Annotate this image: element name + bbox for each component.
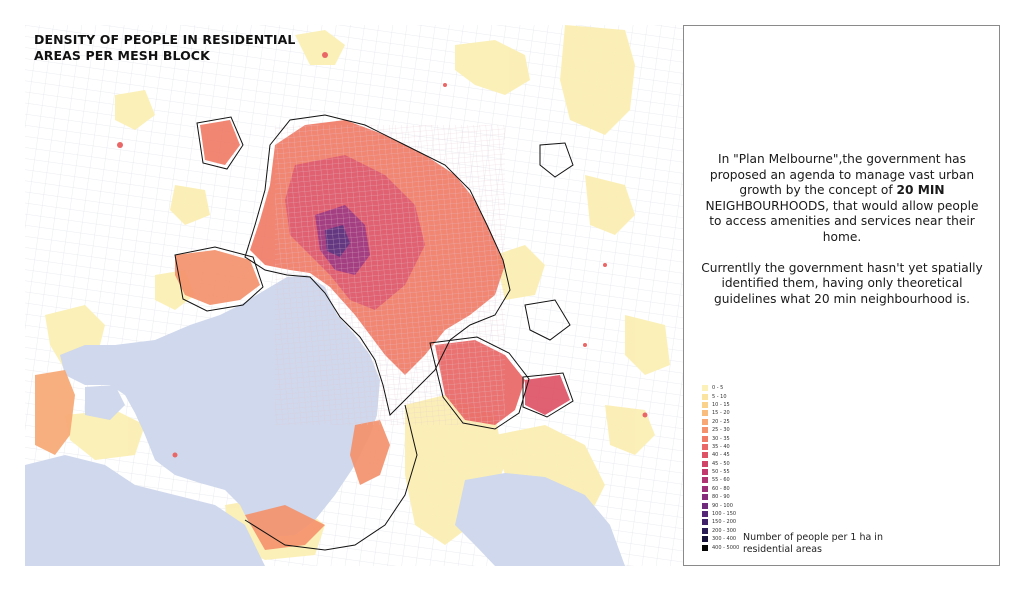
legend-item: 35 - 40	[702, 443, 739, 451]
description-text-1b: NEIGHBOURHOODS, that would allow people …	[705, 198, 979, 244]
legend-label: 100 - 150	[712, 511, 737, 518]
legend-item: 15 - 20	[702, 409, 739, 417]
legend-swatch	[702, 460, 708, 467]
legend-swatch	[702, 469, 708, 476]
legend-swatch	[702, 435, 708, 442]
legend-swatch	[702, 502, 708, 509]
legend-label: 200 - 300	[712, 527, 737, 534]
legend-label: 90 - 100	[712, 502, 733, 509]
legend-item: 100 - 150	[702, 510, 739, 518]
legend-item: 0 - 5	[702, 384, 739, 392]
legend-item: 90 - 100	[702, 501, 739, 509]
legend-label: 20 - 25	[712, 418, 730, 425]
legend-item: 60 - 80	[702, 485, 739, 493]
legend-label: 50 - 55	[712, 469, 730, 476]
legend-label: 400 - 5000	[712, 544, 740, 551]
legend-swatch	[702, 527, 708, 534]
legend-item: 25 - 30	[702, 426, 739, 434]
outer-settlements	[117, 52, 648, 458]
description-paragraph-1: In "Plan Melbourne",the government has p…	[700, 152, 984, 246]
urban-growth-boundary	[174, 114, 574, 551]
legend-label: 15 - 20	[712, 410, 730, 417]
legend-item: 40 - 45	[702, 451, 739, 459]
western-bay	[25, 455, 265, 566]
legend-label: 45 - 50	[712, 460, 730, 467]
legend-swatch	[702, 401, 708, 408]
urban-density	[35, 120, 570, 550]
legend-item: 45 - 50	[702, 460, 739, 468]
legend-label: 5 - 10	[712, 393, 727, 400]
legend-item: 400 - 5000	[702, 543, 739, 551]
legend-swatch	[702, 418, 708, 425]
legend-item: 30 - 35	[702, 434, 739, 442]
legend-swatch	[702, 410, 708, 417]
map-title: DENSITY OF PEOPLE IN RESIDENTIAL AREAS P…	[34, 32, 296, 63]
legend-label: 35 - 40	[712, 443, 730, 450]
legend-label: 25 - 30	[712, 427, 730, 434]
legend-item: 5 - 10	[702, 392, 739, 400]
description-panel: In "Plan Melbourne",the government has p…	[700, 152, 984, 307]
western-port	[455, 473, 625, 566]
legend-item: 200 - 300	[702, 527, 739, 535]
legend-swatch	[702, 485, 708, 492]
legend-item: 150 - 200	[702, 518, 739, 526]
legend-item: 55 - 60	[702, 476, 739, 484]
legend-item: 80 - 90	[702, 493, 739, 501]
legend-label: 60 - 80	[712, 485, 730, 492]
legend-swatch	[702, 443, 708, 450]
legend-swatch	[702, 511, 708, 518]
legend-swatch	[702, 519, 708, 526]
legend-label: 150 - 200	[712, 519, 737, 526]
legend-caption: Number of people per 1 ha in residential…	[743, 532, 883, 555]
legend-swatch	[702, 494, 708, 501]
description-paragraph-2: Currentlly the government hasn't yet spa…	[701, 260, 983, 306]
description-text-1a: In "Plan Melbourne",the government has p…	[709, 152, 975, 198]
inner-lake	[85, 385, 125, 420]
legend-label: 80 - 90	[712, 494, 730, 501]
density-map: DENSITY OF PEOPLE IN RESIDENTIAL AREAS P…	[25, 25, 684, 566]
legend-swatch	[702, 452, 708, 459]
legend-swatch	[702, 477, 708, 484]
legend-label: 40 - 45	[712, 452, 730, 459]
legend-item: 50 - 55	[702, 468, 739, 476]
legend-swatch	[702, 427, 708, 434]
legend-item: 20 - 25	[702, 418, 739, 426]
legend-swatch	[702, 393, 708, 400]
legend-swatch	[702, 536, 708, 543]
legend-label: 10 - 15	[712, 401, 730, 408]
map-canvas	[25, 25, 683, 566]
legend-swatch	[702, 544, 708, 551]
legend-swatch	[702, 385, 708, 392]
legend-label: 0 - 5	[712, 385, 724, 392]
legend-item: 10 - 15	[702, 401, 739, 409]
legend-label: 300 - 400	[712, 536, 737, 543]
legend-label: 30 - 35	[712, 435, 730, 442]
description-highlight: 20 MIN	[896, 183, 945, 198]
legend-item: 300 - 400	[702, 535, 739, 543]
legend-label: 55 - 60	[712, 477, 730, 484]
